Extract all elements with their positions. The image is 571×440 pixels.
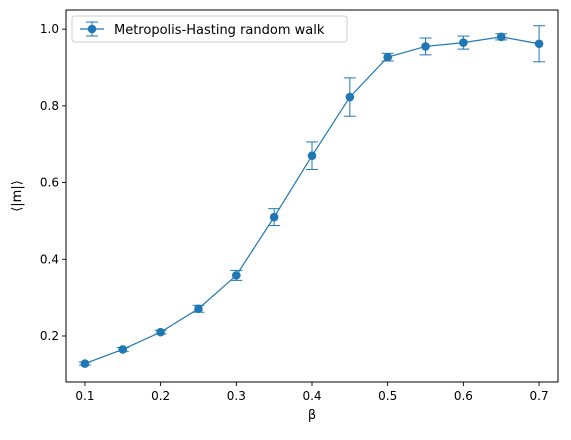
axis-ticks: 0.1 0.2 0.3 0.4 0.5 0.6 0.7 0.2 0.4 0.6 0.8 1.0: [40, 22, 549, 403]
x-tick-label: 0.2: [151, 389, 170, 403]
x-tick-label: 0.5: [378, 389, 397, 403]
data-point: [383, 52, 392, 62]
x-tick-label: 0.6: [454, 389, 473, 403]
data-point: [307, 151, 317, 161]
legend: Metropolis-Hasting random walk: [71, 15, 348, 43]
plot-area: [78, 25, 546, 368]
data-point: [345, 92, 355, 102]
data-point: [194, 304, 203, 314]
x-tick-label: 0.4: [302, 389, 321, 403]
data-point: [269, 212, 279, 222]
y-tick-label: 0.8: [40, 99, 59, 113]
y-tick-label: 0.2: [40, 329, 59, 343]
data-point: [118, 345, 128, 354]
data-point: [80, 359, 90, 368]
data-point: [156, 327, 165, 337]
y-axis-label: ⟨|m|⟩: [10, 180, 25, 212]
data-point: [496, 32, 506, 42]
y-tick-label: 1.0: [40, 22, 59, 36]
y-tick-label: 0.6: [40, 176, 59, 190]
legend-box: [71, 15, 348, 43]
x-tick-label: 0.7: [530, 389, 549, 403]
data-point: [421, 42, 430, 51]
y-tick-label: 0.4: [40, 252, 59, 266]
x-tick-label: 0.3: [227, 389, 246, 403]
x-tick-label: 0.1: [75, 389, 94, 403]
data-point: [232, 271, 241, 280]
data-point: [534, 39, 544, 49]
x-axis-label: β: [308, 408, 316, 423]
data-point: [459, 38, 468, 47]
legend-marker: [80, 21, 104, 37]
legend-point: [87, 24, 97, 34]
legend-entry-label: Metropolis-Hasting random walk: [114, 23, 325, 38]
